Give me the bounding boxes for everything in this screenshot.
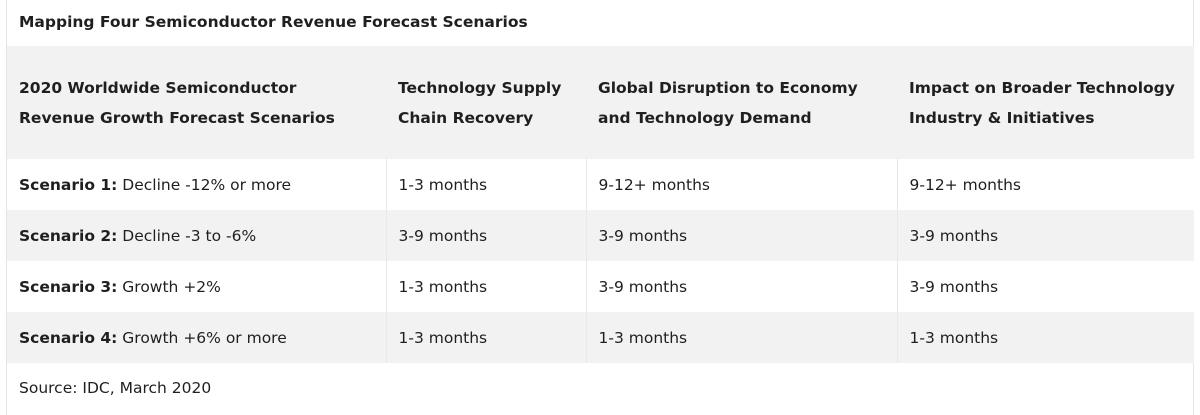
source-note: Source: IDC, March 2020 [7, 363, 1193, 413]
table-title: Mapping Four Semiconductor Revenue Forec… [19, 13, 528, 31]
scenario-label: Scenario 3: [19, 277, 118, 296]
impact-cell: 9-12+ months [897, 159, 1194, 210]
disruption-cell: 3-9 months [586, 261, 898, 312]
scenario-cell: Scenario 4: Growth +6% or more [7, 312, 387, 363]
scenario-description: Growth +2% [122, 277, 221, 296]
scenario-label: Scenario 4: [19, 328, 118, 347]
disruption-cell: 3-9 months [586, 210, 898, 261]
supply-chain-cell: 1-3 months [386, 261, 587, 312]
supply-chain-cell: 1-3 months [386, 312, 587, 363]
scenario-cell: Scenario 1: Decline -12% or more [7, 159, 387, 210]
header-forecast-scenarios: 2020 Worldwide Semiconductor Revenue Gro… [7, 46, 386, 159]
table-row: Scenario 2: Decline -3 to -6% 3-9 months… [7, 210, 1194, 261]
header-global-disruption: Global Disruption to Economy and Technol… [586, 46, 897, 159]
disruption-cell: 1-3 months [586, 312, 898, 363]
supply-chain-cell: 3-9 months [386, 210, 587, 261]
impact-cell: 3-9 months [897, 261, 1194, 312]
scenario-description: Decline -3 to -6% [122, 226, 257, 245]
table-row: Scenario 1: Decline -12% or more 1-3 mon… [7, 159, 1194, 210]
scenario-cell: Scenario 2: Decline -3 to -6% [7, 210, 387, 261]
header-supply-chain-recovery: Technology Supply Chain Recovery [386, 46, 586, 159]
impact-cell: 1-3 months [897, 312, 1194, 363]
supply-chain-cell: 1-3 months [386, 159, 587, 210]
table-row: Scenario 3: Growth +2% 1-3 months 3-9 mo… [7, 261, 1194, 312]
scenario-label: Scenario 1: [19, 175, 118, 194]
scenario-label: Scenario 2: [19, 226, 118, 245]
scenarios-table: 2020 Worldwide Semiconductor Revenue Gro… [7, 46, 1194, 363]
scenario-table-card: Mapping Four Semiconductor Revenue Forec… [6, 0, 1194, 415]
impact-cell: 3-9 months [897, 210, 1194, 261]
table-header-row: 2020 Worldwide Semiconductor Revenue Gro… [7, 46, 1194, 159]
disruption-cell: 9-12+ months [586, 159, 898, 210]
scenario-cell: Scenario 3: Growth +2% [7, 261, 387, 312]
scenario-description: Decline -12% or more [122, 175, 292, 194]
scenario-description: Growth +6% or more [122, 328, 287, 347]
header-broader-impact: Impact on Broader Technology Industry & … [897, 46, 1194, 159]
table-row: Scenario 4: Growth +6% or more 1-3 month… [7, 312, 1194, 363]
